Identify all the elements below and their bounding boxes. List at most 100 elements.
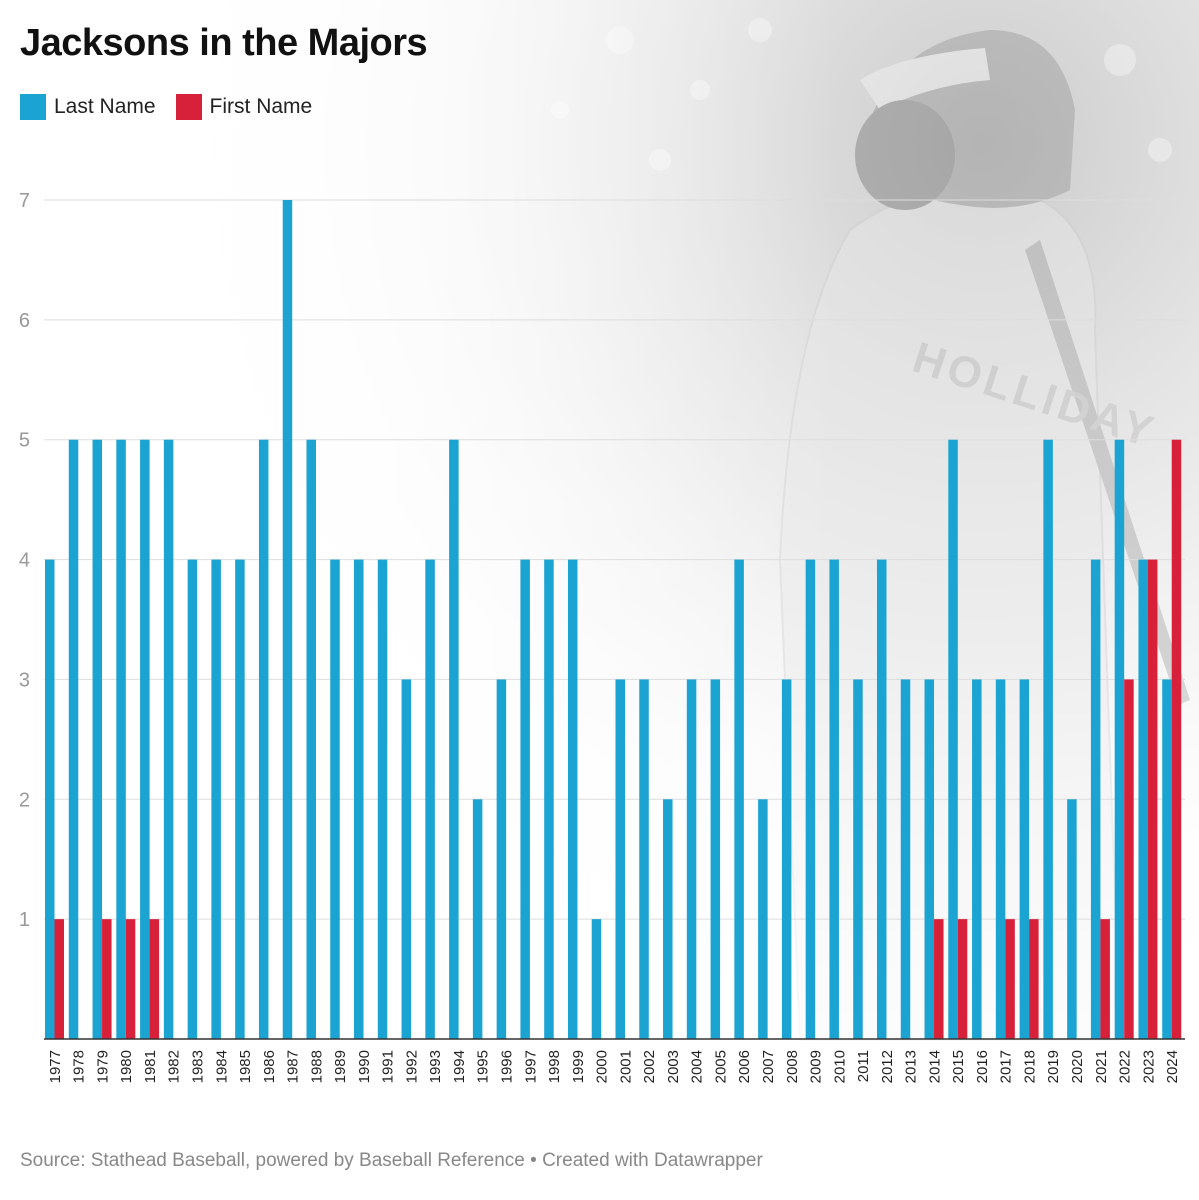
bar-last-name-1991 [377,559,388,1039]
x-tick-label-2023: 2023 [1140,1050,1157,1083]
bar-last-name-1996 [496,679,507,1039]
bar-last-name-2009 [805,559,816,1039]
bar-last-name-1986 [258,439,269,1039]
y-tick-label-5: 5 [19,430,30,452]
bar-first-name-2015 [957,919,968,1039]
x-tick-label-1990: 1990 [356,1050,373,1083]
bar-last-name-2005 [710,679,721,1039]
bar-last-name-2012 [876,559,887,1039]
bar-last-name-2014 [924,679,935,1039]
x-tick-label-2020: 2020 [1069,1050,1086,1083]
x-tick-label-1998: 1998 [546,1050,563,1083]
x-tick-label-2012: 2012 [879,1050,896,1083]
bar-last-name-1988 [306,439,316,1039]
bar-first-name-1980 [125,919,136,1039]
bar-last-name-2004 [686,679,697,1039]
bar-last-name-1998 [544,559,554,1039]
legend-item-first-name: First Name [175,94,313,120]
bar-last-name-2015 [948,439,958,1039]
x-tick-label-1980: 1980 [118,1050,135,1083]
x-tick-label-1981: 1981 [142,1050,159,1083]
bar-last-name-2017 [995,679,1006,1039]
bar-last-name-2013 [900,679,911,1039]
bar-last-name-1990 [354,559,364,1039]
bar-first-name-2023 [1147,559,1158,1039]
bar-last-name-2022 [1114,439,1125,1039]
bar-last-name-1995 [472,799,483,1039]
x-tick-label-2008: 2008 [784,1050,801,1083]
x-tick-label-2011: 2011 [855,1050,872,1082]
x-tick-label-1992: 1992 [403,1050,420,1083]
bar-last-name-1977 [45,559,55,1039]
x-tick-label-1985: 1985 [237,1050,254,1083]
bar-last-name-2010 [829,559,839,1039]
bar-last-name-1987 [282,200,293,1039]
bar-last-name-1979 [92,439,103,1039]
bar-last-name-1984 [211,559,221,1039]
x-tick-label-1996: 1996 [499,1050,516,1083]
bar-last-name-1993 [425,559,435,1039]
x-tick-label-1989: 1989 [332,1050,349,1083]
x-tick-label-1994: 1994 [451,1050,468,1083]
bar-last-name-1981 [140,439,150,1039]
bar-first-name-2018 [1029,919,1039,1039]
x-tick-label-2006: 2006 [736,1050,753,1083]
x-tick-label-1999: 1999 [570,1050,587,1083]
x-tick-label-2007: 2007 [760,1050,777,1083]
bar-first-name-2017 [1005,919,1015,1039]
legend: Last Name First Name [20,94,332,120]
x-tick-label-1997: 1997 [522,1050,539,1083]
source-note: Source: Stathead Baseball, powered by Ba… [20,1150,763,1171]
bar-last-name-2011 [853,679,863,1039]
x-tick-label-2022: 2022 [1117,1050,1134,1083]
x-tick-label-2004: 2004 [689,1050,706,1083]
bar-last-name-2020 [1067,799,1077,1039]
axes: 1 2 3 4 5 6 7 1977 1978 1979 1980 1981 1982 1983 1984 1… [19,190,1185,1083]
bar-last-name-2001 [615,679,625,1039]
x-tick-label-2014: 2014 [926,1050,943,1083]
bar-last-name-1992 [401,679,412,1039]
bar-last-name-1989 [330,559,340,1039]
y-tick-label-2: 2 [19,789,30,811]
bar-first-name-2024 [1171,439,1182,1039]
bars [45,200,1182,1039]
bar-last-name-1982 [163,439,174,1039]
x-tick-label-2015: 2015 [950,1050,967,1083]
bar-last-name-2003 [663,799,673,1039]
y-tick-label-7: 7 [19,190,30,212]
bar-last-name-2019 [1043,439,1053,1039]
y-tick-label-6: 6 [19,310,30,332]
x-tick-label-1991: 1991 [380,1050,397,1083]
x-tick-label-2016: 2016 [974,1050,991,1083]
x-tick-label-1979: 1979 [94,1050,111,1083]
bar-last-name-1994 [449,439,459,1039]
x-tick-label-2018: 2018 [1021,1050,1038,1083]
bar-last-name-2008 [781,679,792,1039]
bar-last-name-1980 [116,439,126,1039]
legend-label-first-name: First Name [209,95,313,118]
x-tick-label-1988: 1988 [308,1050,325,1083]
x-tick-label-1987: 1987 [285,1050,302,1083]
bar-first-name-1977 [54,919,64,1039]
bar-first-name-2022 [1124,679,1134,1039]
x-tick-label-1984: 1984 [213,1050,230,1083]
bar-last-name-1978 [68,439,79,1039]
x-tick-label-2005: 2005 [712,1050,729,1083]
x-tick-label-1995: 1995 [475,1050,492,1083]
bar-last-name-2007 [758,799,768,1039]
legend-swatch-last-name [20,94,46,120]
bar-first-name-2021 [1100,919,1110,1039]
bar-last-name-2006 [734,559,744,1039]
bar-last-name-1983 [187,559,198,1039]
x-tick-label-1983: 1983 [189,1050,206,1083]
gridlines [44,199,1185,920]
bar-last-name-1999 [567,559,578,1039]
x-tick-label-1977: 1977 [47,1050,64,1083]
y-tick-label-3: 3 [19,669,30,691]
bar-last-name-2002 [639,679,649,1039]
x-tick-label-2021: 2021 [1093,1050,1110,1083]
x-tick-label-1978: 1978 [71,1050,88,1083]
bar-first-name-1979 [102,919,112,1039]
x-tick-label-2010: 2010 [831,1050,848,1083]
